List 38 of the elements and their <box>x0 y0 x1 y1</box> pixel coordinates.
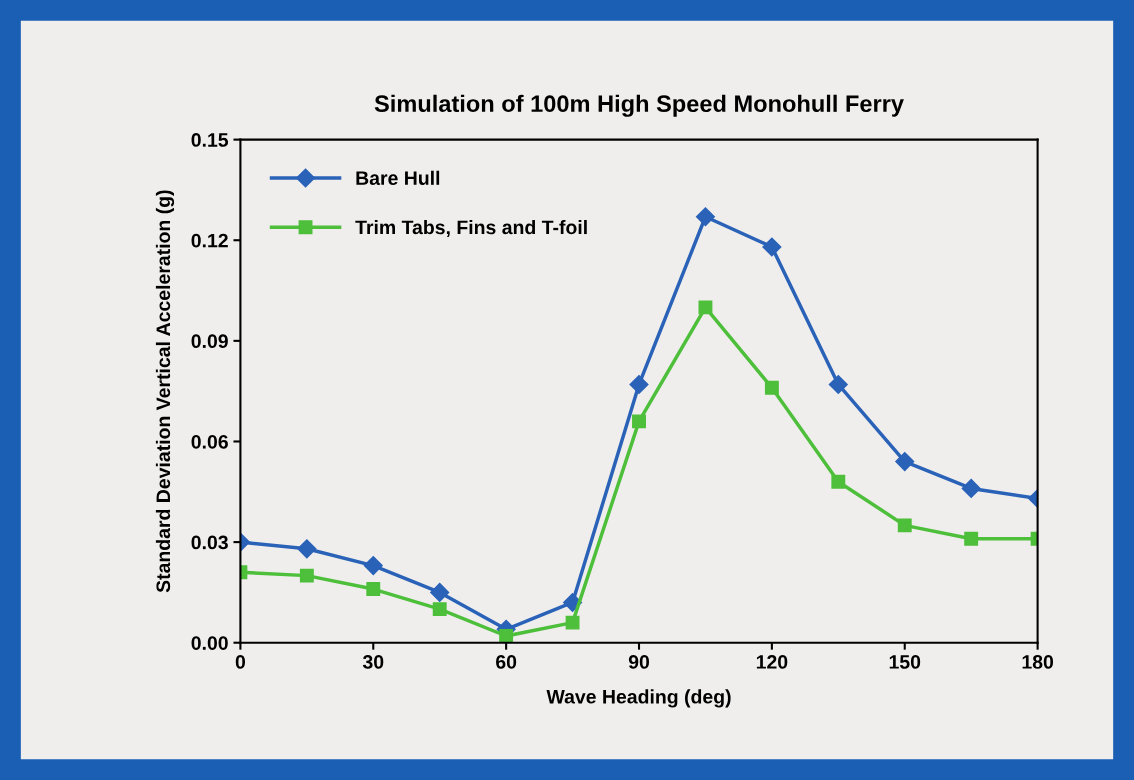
y-tick-label: 0.03 <box>191 535 228 550</box>
legend-label: Trim Tabs, Fins and T-foil <box>355 219 587 238</box>
legend-label: Bare Hull <box>356 170 440 186</box>
y-tick-label: 0.00 <box>191 636 228 650</box>
x-axis-title: Wave Heading (deg) <box>546 689 731 708</box>
point <box>895 452 915 472</box>
y-axis-title: Standard Deviation Vertical Acceleration (g) <box>155 190 175 593</box>
point <box>499 629 514 643</box>
chart-title: Simulation of 100m High Speed Monohull Ferry <box>374 94 904 117</box>
x-tick-label: 120 <box>756 655 788 669</box>
point <box>828 374 848 394</box>
point <box>363 556 383 576</box>
x-tick-label: 150 <box>889 655 921 669</box>
y-tick-label: 0.12 <box>191 233 228 248</box>
point <box>432 602 447 617</box>
x-tick-label: 60 <box>496 655 517 669</box>
point <box>961 478 981 498</box>
x-tick-label: 180 <box>1022 655 1054 669</box>
x-tick-label: 0 <box>235 655 246 669</box>
y-tick-label: 0.15 <box>191 133 229 147</box>
point <box>299 568 314 583</box>
point <box>430 582 450 602</box>
point <box>698 300 713 315</box>
point <box>695 207 715 227</box>
point <box>565 615 580 630</box>
point <box>831 474 846 489</box>
y-tick-label: 0.06 <box>191 434 228 449</box>
point <box>297 539 317 559</box>
point <box>629 374 649 394</box>
point <box>632 414 646 429</box>
y-tick-label: 0.09 <box>191 334 228 349</box>
x-tick-label: 90 <box>628 655 650 669</box>
point <box>897 518 912 533</box>
point <box>964 531 979 546</box>
point <box>366 582 381 597</box>
point <box>762 237 782 257</box>
point <box>764 380 779 395</box>
x-tick-label: 30 <box>362 655 384 669</box>
